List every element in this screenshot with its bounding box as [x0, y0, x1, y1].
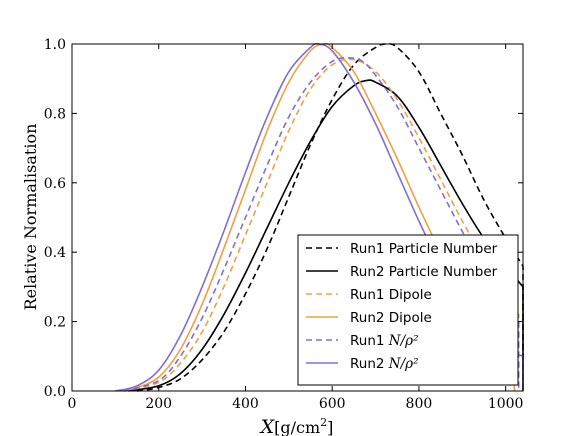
- y-tick-label: 0.8: [44, 106, 66, 122]
- y-tick-label: 0.0: [44, 384, 66, 400]
- legend-label-run2-n-5: Run2 N/ρ²: [350, 356, 419, 372]
- legend-box: [297, 234, 519, 386]
- x-axis-title: X[g/cm2]: [259, 416, 334, 436]
- y-tick-label: 0.4: [44, 245, 66, 261]
- x-tick-label: 600: [319, 396, 346, 412]
- legend-label-run1-dipole-2: Run1 Dipole: [350, 287, 432, 303]
- x-axis-title-unit: [g/cm: [274, 418, 320, 436]
- series-line-run2-particle-number-1: [128, 79, 524, 392]
- x-axis-title-close: ]: [327, 418, 333, 436]
- legend-entries: Run1 Particle Number Run2 Particle Number…: [306, 241, 498, 372]
- y-tick-label: 0.6: [44, 176, 66, 192]
- legend-label-run1-n-4: Run1 N/ρ²: [350, 333, 419, 349]
- series-line-run1-n-4: [123, 57, 520, 392]
- x-tick-label: 1000: [488, 396, 524, 412]
- y-axis-title: Relative Normalisation: [21, 124, 40, 311]
- x-tick-label: 800: [406, 396, 433, 412]
- x-axis-title-exp: 2: [320, 416, 327, 429]
- x-tick-label: 200: [145, 396, 172, 412]
- ticks-layer: 0 200 400 600 800 1000 0.0 0.2 0.4 0.6 0.8 1.0: [44, 37, 524, 412]
- series-line-run1-particle-number-0: [136, 43, 524, 392]
- y-tick-label: 1.0: [44, 37, 66, 53]
- legend-label-run1-particle-number-0: Run1 Particle Number: [350, 241, 498, 257]
- legend: Run1 Particle Number Run2 Particle Number…: [297, 234, 519, 386]
- legend-label-run2-particle-number-1: Run2 Particle Number: [350, 264, 498, 280]
- series-line-run1-dipole-2: [123, 58, 520, 392]
- x-tick-label: 0: [68, 396, 77, 412]
- x-axis-title-var: X: [259, 416, 276, 436]
- x-tick-label: 400: [232, 396, 259, 412]
- y-tick-label: 0.2: [44, 315, 66, 331]
- plot-frame: [71, 43, 524, 392]
- legend-label-run2-dipole-3: Run2 Dipole: [350, 310, 432, 326]
